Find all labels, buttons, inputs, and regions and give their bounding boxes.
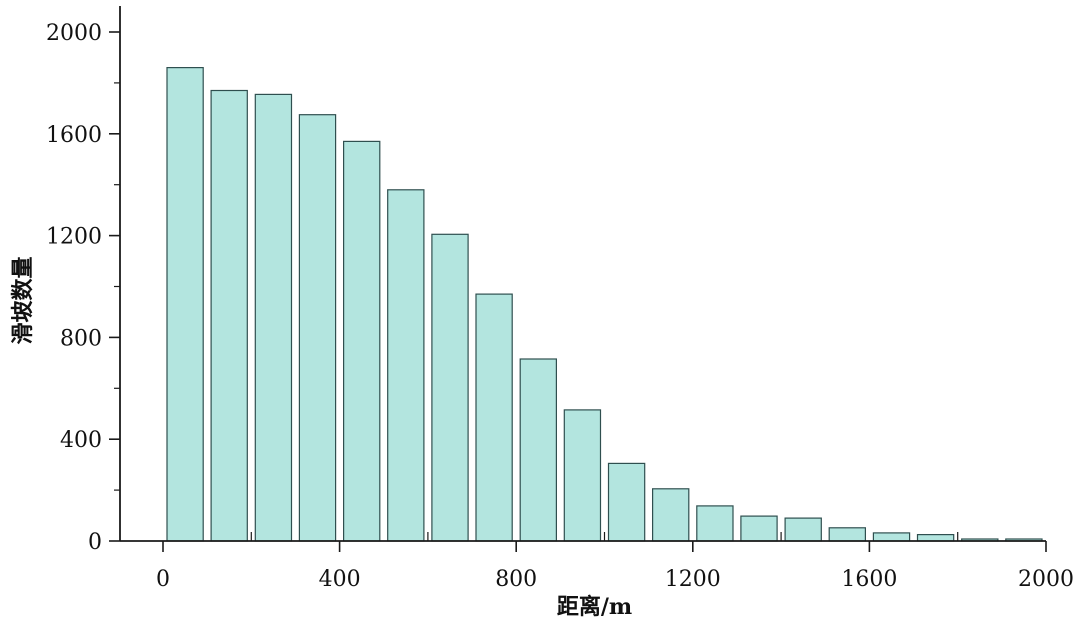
bar-14 [784, 517, 822, 542]
x-tick-label-0: 0 [156, 567, 170, 592]
axes-layer [109, 6, 1047, 552]
bar-11 [651, 488, 690, 542]
x-tick-label-1: 400 [319, 567, 361, 592]
bar-12 [696, 505, 734, 542]
bar-15 [828, 527, 867, 542]
bar-6 [431, 233, 469, 542]
x-tick-label-2: 800 [495, 567, 537, 592]
bar-7 [475, 293, 513, 542]
bar-9 [563, 409, 602, 542]
y-axis-title: 滑坡数量 [10, 256, 36, 344]
x-tick-label-3: 1200 [665, 567, 721, 592]
bar-0 [166, 66, 204, 542]
y-tick-label-5: 2000 [46, 21, 102, 46]
bar-2 [254, 93, 293, 542]
bar-3 [298, 114, 337, 542]
bar-5 [387, 189, 425, 542]
y-tick-label-1: 400 [60, 428, 102, 453]
bar-17 [916, 533, 955, 542]
x-axis-title: 距离/m [557, 594, 632, 620]
y-tick-label-4: 1600 [46, 123, 102, 148]
x-tick-label-5: 2000 [1018, 567, 1074, 592]
y-tick-label-0: 0 [88, 530, 102, 555]
tick-labels-layer: 0 400 800 1200 1600 2000 0 400 800 1200 1600 2000 [46, 21, 1074, 592]
y-tick-label-2: 800 [60, 326, 102, 351]
bar-8 [519, 358, 558, 542]
bar-1 [210, 89, 248, 542]
bar-10 [607, 462, 646, 542]
bars-layer [166, 66, 1043, 542]
bar-4 [343, 140, 381, 542]
bar-13 [740, 515, 778, 542]
y-tick-label-3: 1200 [46, 225, 102, 250]
bar-16 [872, 532, 911, 542]
x-tick-label-4: 1600 [841, 567, 897, 592]
